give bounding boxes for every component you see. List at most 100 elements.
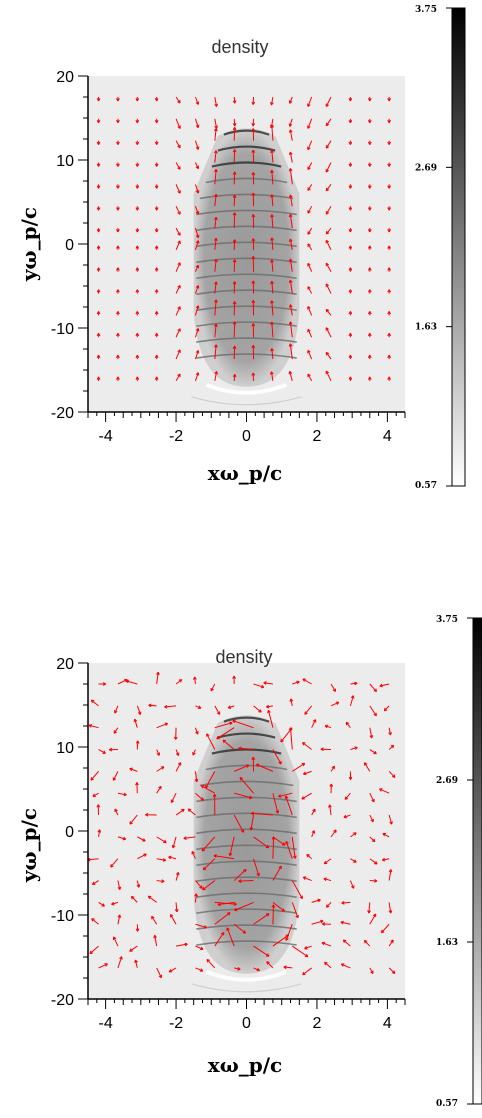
vector-arrow: [233, 764, 250, 772]
vector-arrow: [214, 128, 217, 141]
vector-arrow: [175, 162, 181, 170]
vector-arrowhead: [348, 776, 353, 780]
vector-arrow: [117, 880, 121, 890]
vector-arrowhead: [214, 193, 218, 198]
vector-arrowhead: [227, 705, 232, 709]
vector-arrowhead: [350, 695, 355, 699]
vector-arrowhead: [374, 878, 378, 883]
vector-arrowhead: [116, 267, 120, 271]
vector-arrow: [307, 373, 313, 382]
vector-arrowhead: [270, 169, 274, 174]
vector-arrowhead: [340, 920, 344, 925]
vector-arrowhead: [391, 774, 396, 778]
x-tick-label: -2: [169, 1015, 183, 1032]
vector-arrowhead: [145, 812, 149, 817]
vector-arrow: [292, 945, 309, 958]
density-ring: [205, 382, 288, 395]
vector-arrowhead: [348, 267, 353, 271]
vector-arrowhead: [379, 788, 383, 792]
vector-arrow: [307, 286, 313, 294]
density-band: [196, 828, 297, 835]
vector-arrowhead: [214, 125, 219, 129]
vector-arrow: [311, 808, 316, 816]
vector-arrowhead: [348, 229, 353, 233]
vector-arrow: [307, 184, 313, 191]
vector-arrow: [302, 678, 312, 685]
vector-arrow: [272, 749, 282, 765]
vector-arrowhead: [288, 238, 293, 243]
vector-arrowhead: [323, 877, 327, 882]
vector-arrow: [214, 932, 225, 947]
vector-arrowhead: [266, 704, 270, 709]
vector-arrow: [388, 771, 396, 778]
vector-arrowhead: [387, 245, 392, 249]
vector-arrowhead: [195, 146, 200, 150]
vector-arrowhead: [202, 866, 207, 871]
vector-arrowhead: [135, 141, 140, 145]
vector-arrowhead: [332, 688, 337, 692]
vector-arrow: [253, 945, 270, 957]
vector-arrow: [206, 733, 216, 750]
vector-arrowhead: [243, 868, 247, 873]
vector-arrowhead: [325, 211, 330, 215]
vector-arrow: [226, 927, 235, 947]
vector-arrowhead: [135, 289, 140, 293]
vector-arrow: [214, 259, 217, 272]
vector-arrow: [216, 727, 235, 740]
vector-arrow: [156, 766, 165, 772]
vector-arrowhead: [88, 724, 93, 728]
vector-arrowhead: [175, 752, 180, 756]
vector-arrowhead: [129, 821, 133, 825]
vector-arrowhead: [237, 967, 241, 971]
vector-arrowhead: [96, 229, 101, 233]
vector-arrow: [369, 836, 376, 843]
vector-arrowhead: [96, 311, 101, 315]
vector-arrowhead: [348, 163, 353, 167]
vector-arrowhead: [116, 354, 120, 358]
vector-arrow: [369, 683, 377, 692]
vector-arrow: [239, 777, 254, 794]
vector-arrowhead: [251, 101, 256, 105]
vector-arrow: [289, 343, 293, 360]
vector-arrow: [175, 872, 179, 881]
vector-arrowhead: [116, 98, 120, 102]
vector-arrowhead: [325, 904, 330, 908]
vector-arrowhead: [195, 285, 200, 289]
vector-arrow: [289, 194, 293, 207]
vector-arrowhead: [154, 163, 159, 167]
vector-arrowhead: [307, 328, 311, 333]
vector-arrowhead: [325, 262, 330, 267]
vector-arrowhead: [232, 122, 237, 127]
density-band: [196, 209, 297, 216]
vector-arrow: [194, 350, 199, 360]
x-tick-label: 2: [312, 428, 321, 445]
vector-arrow: [363, 940, 371, 947]
vector-arrowhead: [148, 703, 152, 708]
vector-arrowhead: [320, 919, 324, 924]
vector-arrowhead: [306, 853, 310, 858]
vector-arrow: [233, 281, 236, 294]
vector-arrow: [369, 858, 378, 865]
vector-arrowhead: [232, 259, 237, 263]
vector-arrowhead: [175, 872, 180, 876]
vector-arrowhead: [200, 785, 205, 789]
vector-arrowhead: [177, 125, 181, 129]
vector-arrowhead: [108, 747, 113, 752]
vector-arrow: [194, 118, 199, 128]
vector-arrow: [272, 836, 286, 846]
vector-arrowhead: [251, 149, 256, 153]
chart-title: density: [215, 647, 272, 667]
vector-arrow: [263, 682, 273, 685]
vector-arrowhead: [96, 245, 101, 249]
vector-arrow: [233, 259, 236, 272]
vector-arrow: [303, 876, 312, 882]
vector-arrowhead: [96, 289, 101, 293]
vector-arrowhead: [154, 229, 159, 233]
vector-arrow: [175, 808, 185, 816]
vector-arrowhead: [96, 98, 101, 102]
vector-arrowhead: [187, 808, 192, 812]
vector-arrowhead: [216, 711, 221, 715]
vector-arrowhead: [177, 762, 182, 766]
density-band: [217, 732, 276, 739]
vector-arrowhead: [270, 102, 274, 106]
